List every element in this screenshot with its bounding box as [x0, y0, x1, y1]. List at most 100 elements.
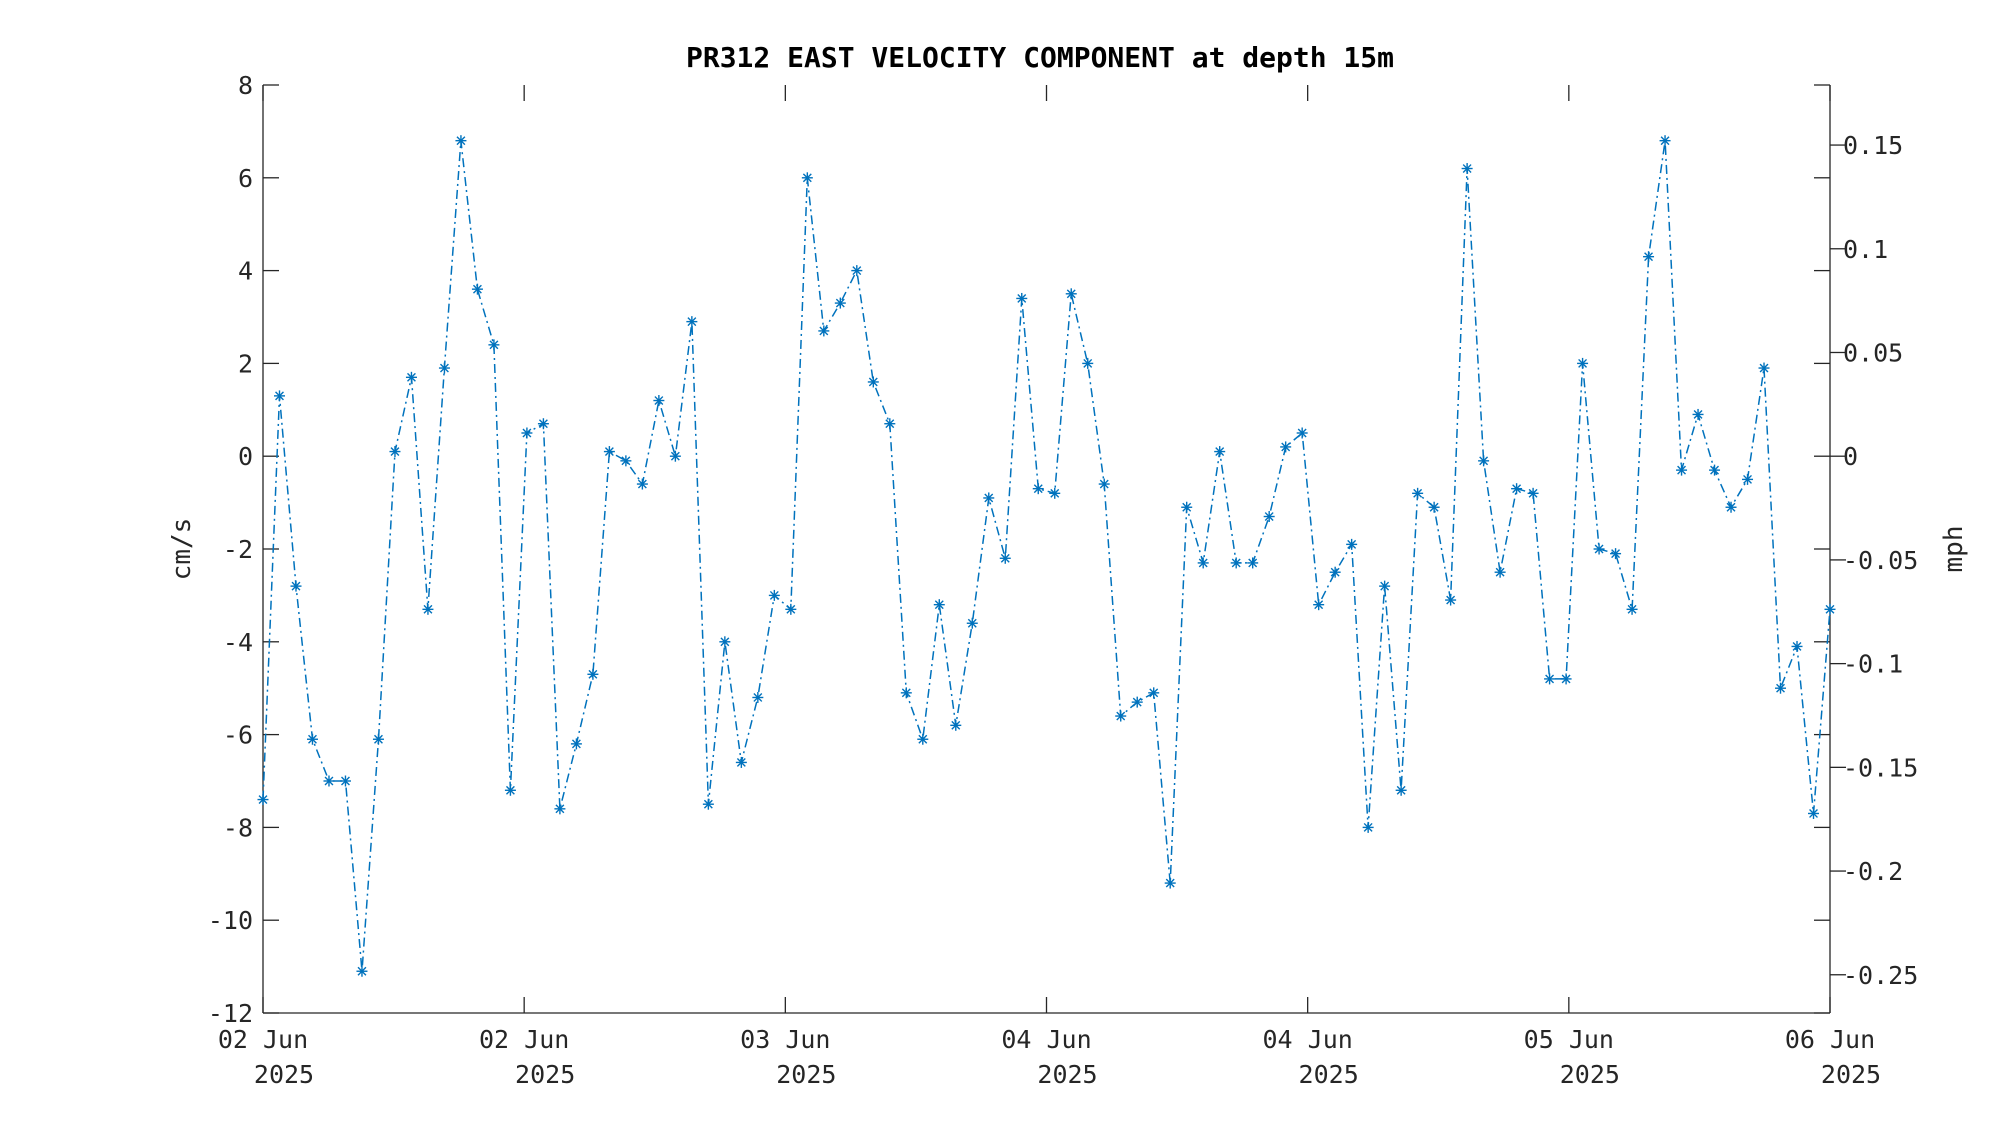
data-point: [1296, 427, 1308, 439]
data-point: [1428, 501, 1440, 513]
y2-tick-label: -0.25: [1843, 961, 1918, 990]
x-tick-label-date: 04 Jun: [1001, 1025, 1091, 1054]
data-point: [834, 297, 846, 309]
y-ticks-left: 8 6 4 2 0 -2 -4 -6 -8 -10 -12: [208, 71, 1830, 1028]
data-point: [966, 617, 978, 629]
y2-tick-label: -0.1: [1843, 650, 1903, 679]
data-point: [438, 362, 450, 374]
y-tick-label: -12: [208, 999, 253, 1028]
data-point: [471, 283, 483, 295]
data-point: [1461, 163, 1473, 175]
y2-axis-label: mph: [1939, 526, 1969, 573]
data-point: [669, 450, 681, 462]
data-point: [999, 552, 1011, 564]
data-point: [1494, 566, 1506, 578]
data-point: [488, 339, 500, 351]
data-point: [1379, 580, 1391, 592]
data-point: [1032, 483, 1044, 495]
data-point: [570, 738, 582, 750]
y-tick-label: 2: [238, 349, 253, 378]
data-point: [752, 691, 764, 703]
data-point: [1659, 135, 1671, 147]
y-tick-label: 6: [238, 164, 253, 193]
x-tick-label-year: 2025: [1821, 1060, 1881, 1089]
y-tick-label: 8: [238, 71, 253, 100]
data-point: [521, 427, 533, 439]
data-point: [405, 371, 417, 383]
data-point: [323, 775, 335, 787]
data-point: [1560, 673, 1572, 685]
data-point: [1725, 501, 1737, 513]
data-point: [1577, 357, 1589, 369]
data-point: [1511, 483, 1523, 495]
y-tick-label: -10: [208, 906, 253, 935]
data-point: [1346, 538, 1358, 550]
data-point: [1230, 557, 1242, 569]
data-point: [900, 687, 912, 699]
y-tick-label: -4: [223, 628, 253, 657]
data-point: [851, 265, 863, 277]
x-tick-label-date: 02 Jun: [479, 1025, 569, 1054]
x-tick-label-year: 2025: [1037, 1060, 1097, 1089]
data-point: [1544, 673, 1556, 685]
y2-tick-label: 0.1: [1843, 235, 1888, 264]
x-tick-label-year: 2025: [515, 1060, 575, 1089]
data-point: [785, 603, 797, 615]
y-tick-label: 0: [238, 442, 253, 471]
data-point: [983, 492, 995, 504]
data-point: [917, 733, 929, 745]
data-point: [339, 775, 351, 787]
data-point: [702, 798, 714, 810]
x-tick-label-date: 04 Jun: [1263, 1025, 1353, 1054]
data-point: [686, 316, 698, 328]
y-tick-label: -8: [223, 813, 253, 842]
data-point: [504, 784, 516, 796]
x-tick-label-date: 02 Jun: [218, 1025, 308, 1054]
data-point: [1808, 807, 1820, 819]
data-point: [1643, 251, 1655, 263]
data-point: [1214, 446, 1226, 458]
data-point: [1791, 640, 1803, 652]
data-point: [636, 478, 648, 490]
data-point: [735, 756, 747, 768]
data-point: [818, 325, 830, 337]
x-ticks: 02 Jun 2025 02 Jun 2025 03 Jun 2025 04 Jun 2025…: [218, 85, 1881, 1089]
x-tick-label-date: 05 Jun: [1524, 1025, 1614, 1054]
data-point: [1758, 362, 1770, 374]
data-point: [273, 390, 285, 402]
data-point: [620, 455, 632, 467]
data-point: [1692, 408, 1704, 420]
y-tick-label: 4: [238, 257, 253, 286]
data-point: [1742, 473, 1754, 485]
data-point: [1824, 603, 1836, 615]
y2-tick-label: -0.05: [1843, 546, 1918, 575]
data-point: [422, 603, 434, 615]
data-point: [290, 580, 302, 592]
data-point: [1098, 478, 1110, 490]
data-point: [1313, 599, 1325, 611]
y-ticks-right: 0.15 0.1 0.05 0 -0.05 -0.1 -0.15 -0.2 -0.25: [1830, 131, 1918, 990]
y2-tick-label: -0.2: [1843, 857, 1903, 886]
y-tick-label: -2: [223, 535, 253, 564]
data-point: [389, 446, 401, 458]
data-point: [933, 599, 945, 611]
data-point: [1362, 821, 1374, 833]
data-point: [1709, 464, 1721, 476]
x-tick-label-date: 03 Jun: [740, 1025, 830, 1054]
x-tick-label-year: 2025: [1299, 1060, 1359, 1089]
data-series: [257, 135, 1836, 977]
data-point: [1065, 288, 1077, 300]
data-point: [768, 589, 780, 601]
data-point: [1164, 877, 1176, 889]
y2-tick-label: -0.15: [1843, 753, 1918, 782]
plot-area: [263, 85, 1830, 1013]
data-point: [950, 719, 962, 731]
data-point: [1676, 464, 1688, 476]
series-line: [262, 140, 1831, 972]
data-point: [1527, 487, 1539, 499]
x-tick-label-year: 2025: [1560, 1060, 1620, 1089]
data-point: [1131, 696, 1143, 708]
y-tick-label: -6: [223, 721, 253, 750]
data-point: [1197, 557, 1209, 569]
